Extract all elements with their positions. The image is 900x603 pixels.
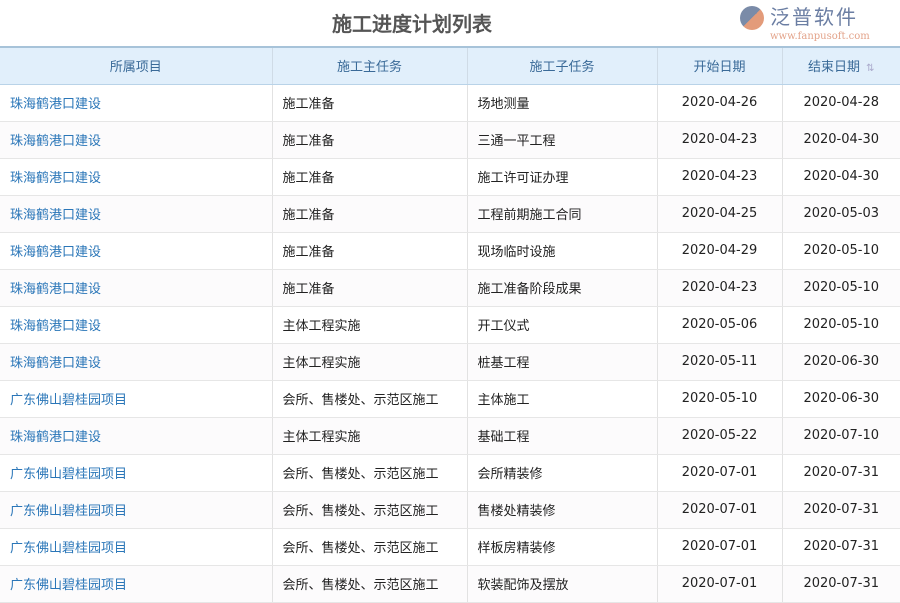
table-row[interactable]: 珠海鹤港口建设 施工准备 三通一平工程 2020-04-23 2020-04-30 [0, 121, 900, 159]
cell-main-task: 施工准备 [271, 84, 467, 122]
cell-main-task: 主体工程实施 [271, 306, 467, 344]
table-row[interactable]: 珠海鹤港口建设 施工准备 施工准备阶段成果 2020-04-23 2020-05-10 [0, 269, 900, 307]
cell-project[interactable]: 珠海鹤港口建设 [0, 158, 272, 196]
column-header-start-date[interactable]: 开始日期 [656, 46, 782, 85]
cell-sub-task: 售楼处精装修 [466, 491, 657, 529]
table-row[interactable]: 广东佛山碧桂园项目 会所、售楼处、示范区施工 售楼处精装修 2020-07-01 202… [0, 491, 900, 529]
cell-end-date: 2020-04-30 [781, 158, 900, 196]
column-header-end-date[interactable]: 结束日期 ⇅ [781, 46, 900, 85]
cell-start-date: 2020-04-23 [656, 121, 782, 159]
cell-start-date: 2020-04-23 [656, 269, 782, 307]
cell-main-task: 主体工程实施 [271, 417, 467, 455]
cell-end-date: 2020-05-03 [781, 195, 900, 233]
cell-main-task: 施工准备 [271, 158, 467, 196]
table-row[interactable]: 珠海鹤港口建设 施工准备 现场临时设施 2020-04-29 2020-05-10 [0, 232, 900, 270]
cell-project[interactable]: 珠海鹤港口建设 [0, 121, 272, 159]
cell-sub-task: 主体施工 [466, 380, 657, 418]
cell-main-task: 施工准备 [271, 269, 467, 307]
cell-project[interactable]: 广东佛山碧桂园项目 [0, 454, 272, 492]
table-row[interactable]: 广东佛山碧桂园项目 会所、售楼处、示范区施工 会所精装修 2020-07-01 2020… [0, 454, 900, 492]
cell-start-date: 2020-05-22 [656, 417, 782, 455]
table-row[interactable]: 珠海鹤港口建设 主体工程实施 桩基工程 2020-05-11 2020-06-30 [0, 343, 900, 381]
cell-project[interactable]: 广东佛山碧桂园项目 [0, 565, 272, 603]
cell-project[interactable]: 珠海鹤港口建设 [0, 269, 272, 307]
cell-sub-task: 三通一平工程 [466, 121, 657, 159]
cell-start-date: 2020-04-29 [656, 232, 782, 270]
column-header-main-task[interactable]: 施工主任务 [271, 46, 467, 85]
table-row[interactable]: 珠海鹤港口建设 施工准备 工程前期施工合同 2020-04-25 2020-05-03 [0, 195, 900, 233]
cell-project[interactable]: 广东佛山碧桂园项目 [0, 380, 272, 418]
cell-sub-task: 现场临时设施 [466, 232, 657, 270]
cell-main-task: 会所、售楼处、示范区施工 [271, 454, 467, 492]
cell-end-date: 2020-07-31 [781, 454, 900, 492]
cell-project[interactable]: 珠海鹤港口建设 [0, 232, 272, 270]
cell-sub-task: 场地测量 [466, 84, 657, 122]
table-row[interactable]: 广东佛山碧桂园项目 会所、售楼处、示范区施工 样板房精装修 2020-07-01 202… [0, 528, 900, 566]
cell-end-date: 2020-05-10 [781, 269, 900, 307]
cell-project[interactable]: 珠海鹤港口建设 [0, 343, 272, 381]
cell-sub-task: 桩基工程 [466, 343, 657, 381]
cell-sub-task: 施工准备阶段成果 [466, 269, 657, 307]
cell-end-date: 2020-07-31 [781, 528, 900, 566]
table-row[interactable]: 广东佛山碧桂园项目 会所、售楼处、示范区施工 主体施工 2020-05-10 2020-… [0, 380, 900, 418]
cell-start-date: 2020-05-10 [656, 380, 782, 418]
cell-start-date: 2020-05-11 [656, 343, 782, 381]
cell-sub-task: 开工仪式 [466, 306, 657, 344]
cell-end-date: 2020-04-30 [781, 121, 900, 159]
cell-main-task: 会所、售楼处、示范区施工 [271, 528, 467, 566]
table-row[interactable]: 珠海鹤港口建设 主体工程实施 基础工程 2020-05-22 2020-07-10 [0, 417, 900, 455]
sort-icon[interactable]: ⇅ [866, 63, 875, 75]
logo-icon [740, 6, 764, 30]
table-row[interactable]: 珠海鹤港口建设 主体工程实施 开工仪式 2020-05-06 2020-05-10 [0, 306, 900, 344]
cell-project[interactable]: 珠海鹤港口建设 [0, 195, 272, 233]
cell-start-date: 2020-07-01 [656, 528, 782, 566]
cell-end-date: 2020-05-10 [781, 306, 900, 344]
cell-sub-task: 施工许可证办理 [466, 158, 657, 196]
cell-end-date: 2020-07-10 [781, 417, 900, 455]
column-header-project[interactable]: 所属项目 [0, 46, 272, 85]
page-title: 施工进度计划列表 [332, 12, 492, 36]
cell-start-date: 2020-04-23 [656, 158, 782, 196]
cell-main-task: 施工准备 [271, 195, 467, 233]
cell-project[interactable]: 珠海鹤港口建设 [0, 417, 272, 455]
cell-start-date: 2020-07-01 [656, 491, 782, 529]
cell-sub-task: 基础工程 [466, 417, 657, 455]
cell-start-date: 2020-07-01 [656, 454, 782, 492]
cell-sub-task: 样板房精装修 [466, 528, 657, 566]
watermark-name: 泛普软件 [770, 5, 858, 29]
cell-end-date: 2020-06-30 [781, 380, 900, 418]
cell-end-date: 2020-06-30 [781, 343, 900, 381]
watermark-url: www.fanpusoft.com [770, 31, 870, 42]
cell-end-date: 2020-07-31 [781, 491, 900, 529]
watermark-logo: 泛普软件 www.fanpusoft.com [740, 2, 900, 44]
cell-main-task: 施工准备 [271, 232, 467, 270]
table-header: 所属项目 施工主任务 施工子任务 开始日期 结束日期 ⇅ [0, 46, 900, 85]
cell-main-task: 会所、售楼处、示范区施工 [271, 380, 467, 418]
cell-main-task: 会所、售楼处、示范区施工 [271, 565, 467, 603]
cell-start-date: 2020-07-01 [656, 565, 782, 603]
cell-end-date: 2020-05-10 [781, 232, 900, 270]
cell-end-date: 2020-04-28 [781, 84, 900, 122]
cell-start-date: 2020-04-26 [656, 84, 782, 122]
schedule-table: 所属项目 施工主任务 施工子任务 开始日期 结束日期 ⇅ 珠海鹤港口建设 施工准备场… [0, 46, 900, 603]
cell-end-date: 2020-07-31 [781, 565, 900, 603]
cell-start-date: 2020-05-06 [656, 306, 782, 344]
cell-project[interactable]: 珠海鹤港口建设 [0, 306, 272, 344]
cell-sub-task: 软装配饰及摆放 [466, 565, 657, 603]
cell-project[interactable]: 珠海鹤港口建设 [0, 84, 272, 122]
cell-project[interactable]: 广东佛山碧桂园项目 [0, 528, 272, 566]
cell-sub-task: 工程前期施工合同 [466, 195, 657, 233]
table-row[interactable]: 珠海鹤港口建设 施工准备 施工许可证办理 2020-04-23 2020-04-30 [0, 158, 900, 196]
cell-start-date: 2020-04-25 [656, 195, 782, 233]
cell-main-task: 会所、售楼处、示范区施工 [271, 491, 467, 529]
column-header-sub-task[interactable]: 施工子任务 [466, 46, 657, 85]
cell-main-task: 施工准备 [271, 121, 467, 159]
cell-main-task: 主体工程实施 [271, 343, 467, 381]
table-row[interactable]: 珠海鹤港口建设 施工准备 场地测量 2020-04-26 2020-04-28 [0, 84, 900, 122]
cell-project[interactable]: 广东佛山碧桂园项目 [0, 491, 272, 529]
table-row[interactable]: 广东佛山碧桂园项目 会所、售楼处、示范区施工 软装配饰及摆放 2020-07-01 20… [0, 565, 900, 603]
cell-sub-task: 会所精装修 [466, 454, 657, 492]
